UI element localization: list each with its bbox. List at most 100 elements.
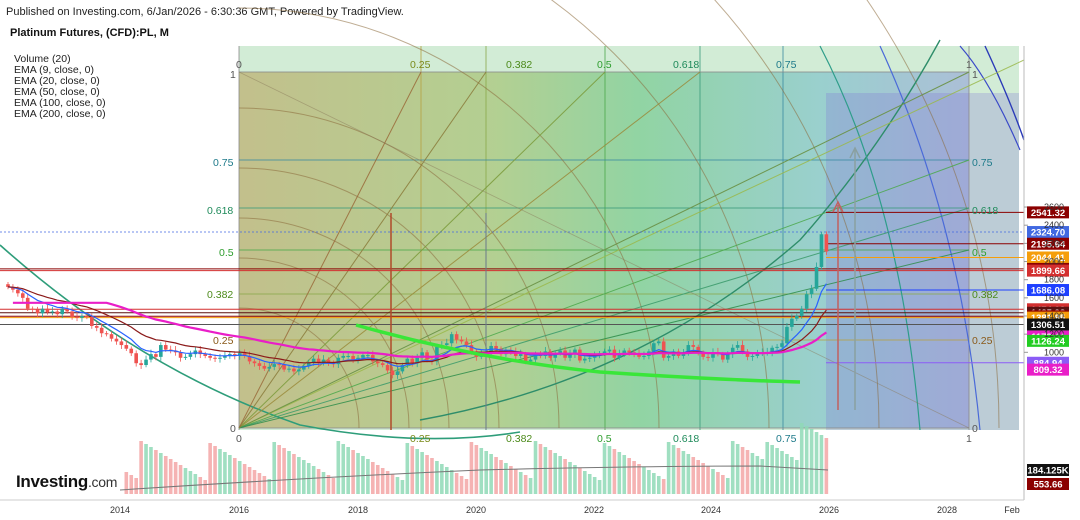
candle-body-165 [819,234,824,267]
volume-bar-111 [553,453,558,494]
xtick-label-2014: 2014 [110,505,130,515]
fib-arc-0 [238,307,360,429]
candle-body-160 [795,316,799,319]
volume-bar-158 [785,454,789,494]
candle-body-162 [804,294,809,309]
volume-bar-25 [129,475,134,494]
indicator-ema50[interactable]: EMA (50, close, 0) [14,86,100,98]
candle-body-18 [94,325,99,328]
candle-body-133 [661,341,666,358]
candle-body-25 [129,348,134,354]
volume-bar-126 [627,458,631,494]
volume-bar-109 [543,447,548,494]
volume-bar-101 [504,463,508,494]
candle-body-155 [770,347,774,353]
logo-suffix: .com [87,474,118,490]
volume-bar-97 [484,451,489,494]
volume-bar-153 [760,459,765,494]
volume-bar-159 [790,457,794,494]
indicator-volume[interactable]: Volume (20) [14,53,71,65]
fan-line-2 [238,159,970,429]
candle-body-140 [696,346,700,354]
volume-bar-134 [666,442,671,494]
candle-body-57 [287,368,291,370]
fib-bottom-0: 0 [236,433,242,445]
price-tag-bg-0 [1027,206,1069,219]
candle-body-107 [533,355,538,360]
volume-bar-106 [528,478,533,494]
volume-bar-96 [479,448,484,494]
fib-left-025: 0.25 [213,335,234,347]
candle-body-58 [292,368,296,372]
ytick-label-5: 2000 [1044,257,1064,267]
candle-body-146 [725,354,730,360]
candle-body-43 [218,357,222,359]
fan-curve-1 [419,39,941,421]
volume-bar-95 [474,445,479,494]
projection-arrow-2 [849,146,861,410]
volume-ma-line [119,465,829,491]
price-tag-3: 2044.41 [1031,253,1066,264]
volume-bar-148 [735,444,740,494]
volume-bar-34 [173,462,178,494]
indicator-ema200[interactable]: EMA (200, close, 0) [14,108,106,120]
candle-body-161 [799,308,804,316]
volume-bar-86 [430,458,434,494]
volume-bar-79 [395,477,400,494]
volume-bars [119,423,829,494]
candle-body-75 [375,361,380,364]
volume-bar-114 [568,462,572,494]
volume-bar-55 [277,445,281,494]
fib-left-05: 0.5 [219,247,234,259]
candle-body-83 [415,357,419,364]
ytick-label-1: 1200 [1044,329,1064,339]
volume-bar-53 [267,479,272,494]
volume-bar-39 [198,477,203,494]
volume-bar-72 [361,456,365,494]
volume-bar-37 [188,471,193,494]
indicator-ema20[interactable]: EMA (20, close, 0) [14,75,100,87]
volume-bar-26 [134,478,138,494]
ema-lines [7,283,828,384]
indicator-ema100[interactable]: EMA (100, close, 0) [14,97,106,109]
candle-body-80 [400,365,405,372]
candle-body-111 [553,353,558,358]
candle-body-24 [124,345,129,349]
volume-bar-115 [573,465,577,494]
candle-body-99 [494,345,498,349]
candle-body-17 [90,316,94,326]
fan-curve-3 [879,45,981,431]
xtick-label-2022: 2022 [584,505,604,515]
price-tag-bg-2 [1027,237,1069,250]
fib-top-05: 0.5 [597,59,612,71]
candle-body-142 [706,356,710,358]
candle-body-29 [149,354,153,360]
price-tags: 2541.322324.702195.642044.411918.381899.… [1027,206,1069,491]
volume-bar-70 [351,450,355,494]
candle-body-8 [45,308,50,313]
price-tick-labels: 1000 1200 1400 1600 1800 2000 2200 2400 … [1044,202,1064,357]
candle-body-32 [163,345,168,350]
volume-bar-52 [262,476,267,494]
support-resistance-lines [0,211,1024,430]
volume-bar-67 [336,441,341,494]
fib-top-1: 1 [966,59,972,71]
volume-bar-56 [282,448,286,494]
fib-right-05: 0.5 [972,247,987,259]
volume-bar-24 [124,472,129,494]
volume-bar-87 [435,461,439,494]
candle-body-90 [449,334,454,344]
volume-bar-81 [405,443,410,494]
volume-bar-160 [795,460,799,494]
indicator-ema9[interactable]: EMA (9, close, 0) [14,64,94,76]
volume-bar-99 [494,457,498,494]
volume-bar-141 [701,463,705,494]
candle-body-92 [459,339,464,342]
fib-top-0618: 0.618 [673,59,699,71]
volume-bar-78 [390,474,395,494]
volume-bar-41 [208,443,212,494]
candle-body-82 [410,358,415,364]
volume-bar-54 [272,442,277,494]
volume-tag-0: 184.125K [1027,466,1068,477]
